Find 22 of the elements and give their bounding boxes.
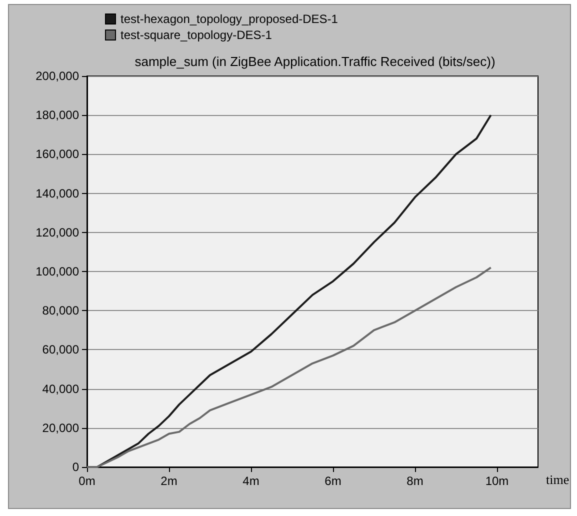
y-tick-label: 40,000 bbox=[42, 382, 80, 396]
y-tick-label: 200,000 bbox=[36, 69, 80, 83]
chart-title: sample_sum (in ZigBee Application.Traffic Received (bits/sec)) bbox=[134, 54, 496, 69]
y-tick-label: 120,000 bbox=[36, 225, 80, 240]
x-tick-label: 0m bbox=[78, 474, 96, 488]
legend-label: test-square_topology-DES-1 bbox=[120, 28, 272, 42]
legend-label: test-hexagon_topology_proposed-DES-1 bbox=[120, 12, 338, 26]
y-tick-label: 140,000 bbox=[36, 186, 80, 200]
y-tick-label: 80,000 bbox=[42, 304, 80, 318]
y-tick-label: 0 bbox=[72, 460, 80, 474]
y-tick-label: 100,000 bbox=[36, 264, 80, 278]
y-tick-label: 60,000 bbox=[42, 342, 80, 357]
y-tick-label: 160,000 bbox=[36, 147, 80, 162]
x-tick-label: 4m bbox=[242, 474, 260, 488]
x-tick-label: 10m bbox=[485, 474, 509, 488]
x-tick-label: 2m bbox=[160, 474, 178, 488]
x-tick-label: 6m bbox=[324, 474, 342, 488]
line-series bbox=[86, 266, 492, 468]
y-tick-label: 20,000 bbox=[42, 420, 80, 435]
x-axis-title: time bbox=[546, 472, 570, 487]
x-tick-label: 8m bbox=[406, 474, 424, 488]
y-tick-label: 180,000 bbox=[36, 108, 80, 122]
